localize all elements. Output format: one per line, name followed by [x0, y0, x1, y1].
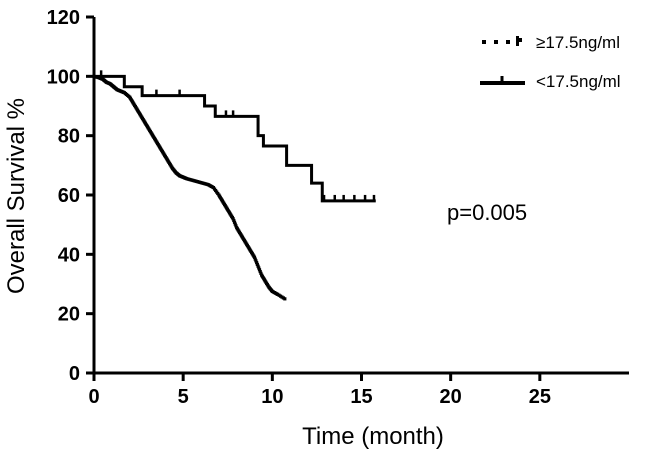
legend-label-high: ≥17.5ng/ml [536, 33, 620, 52]
series-high-point [232, 218, 236, 223]
x-tick-label: 15 [350, 386, 372, 408]
series-high-point [254, 259, 258, 263]
series-high-point [234, 224, 238, 228]
legend: ≥17.5ng/ml <17.5ng/ml [480, 33, 621, 91]
legend-dot [516, 36, 519, 46]
series-high-point [253, 257, 257, 261]
axes [92, 17, 629, 375]
legend-label-low: <17.5ng/ml [536, 72, 621, 91]
y-axis-title: Overall Survival % [3, 98, 30, 294]
y-axis-ticks: 0 20 40 60 80 100 120 [47, 7, 94, 385]
series-high-point [258, 269, 262, 274]
legend-swatch-low [480, 76, 525, 85]
y-tick-label: 100 [47, 66, 80, 88]
series-high-point [233, 222, 237, 226]
series-high-point [257, 268, 262, 272]
series-high-point [257, 266, 261, 270]
series-high-point [252, 255, 257, 259]
y-tick-label: 60 [58, 185, 80, 207]
x-tick-label: 10 [261, 386, 283, 408]
series-high [92, 74, 287, 301]
legend-dot [482, 40, 486, 44]
y-tick-label: 0 [69, 363, 80, 385]
y-tick-label: 120 [47, 7, 80, 29]
series-high-point [231, 217, 235, 221]
series-high-point [283, 297, 287, 301]
x-tick-label: 25 [529, 386, 551, 408]
p-value-annotation: p=0.005 [447, 200, 527, 225]
legend-dot [506, 40, 510, 44]
x-tick-label: 0 [88, 386, 99, 408]
series-high-point [256, 264, 260, 268]
series-high-point [232, 220, 237, 224]
x-tick-label: 5 [178, 386, 189, 408]
x-axis-ticks: 0 5 10 15 20 25 [88, 373, 551, 408]
series-high-point [255, 262, 259, 267]
legend-dot [494, 40, 498, 44]
series-high-point [255, 261, 259, 265]
x-axis-title: Time (month) [302, 423, 444, 450]
series-high-point [259, 271, 263, 275]
legend-swatch-high [482, 36, 522, 46]
series-low [94, 70, 376, 203]
legend-dot [518, 38, 522, 42]
y-tick-label: 20 [58, 304, 80, 326]
y-tick-label: 40 [58, 244, 80, 266]
series-low-line [94, 74, 376, 203]
x-tick-label: 20 [440, 386, 462, 408]
y-tick-label: 80 [58, 126, 80, 148]
series-layer [92, 70, 376, 301]
